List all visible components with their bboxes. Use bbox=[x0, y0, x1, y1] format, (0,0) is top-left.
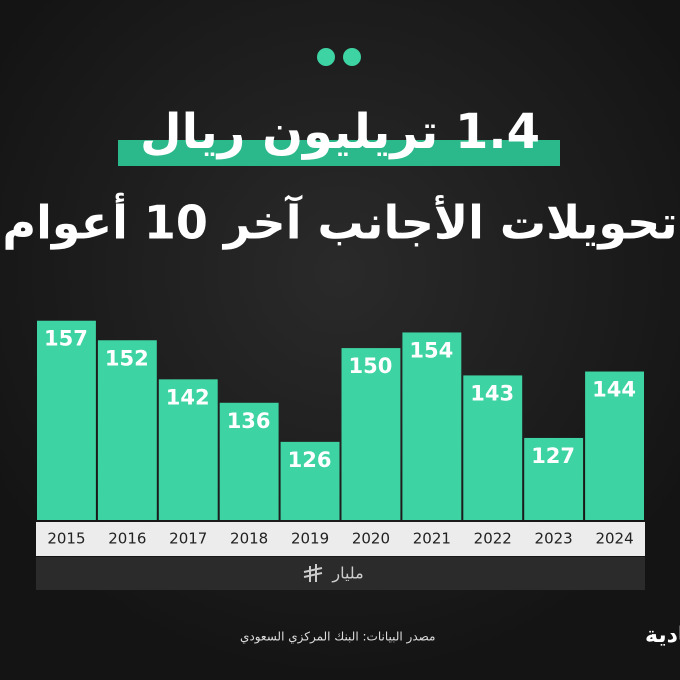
x-tick-label: 2023 bbox=[535, 530, 573, 548]
bar bbox=[585, 371, 644, 520]
x-tick-label: 2019 bbox=[291, 530, 329, 548]
value-label: 127 bbox=[531, 444, 575, 468]
value-label: 142 bbox=[166, 385, 210, 409]
x-tick-label: 2022 bbox=[474, 530, 512, 548]
value-label: 143 bbox=[470, 381, 514, 405]
bar bbox=[37, 320, 96, 520]
title-highlight bbox=[118, 140, 560, 166]
dot bbox=[343, 48, 361, 66]
bar bbox=[97, 340, 157, 520]
x-tick-label: 2018 bbox=[230, 530, 268, 548]
riyal-symbol bbox=[303, 564, 323, 582]
bar bbox=[158, 379, 218, 520]
x-tick-label: 2017 bbox=[169, 530, 207, 548]
x-tick-label: 2024 bbox=[595, 530, 633, 548]
value-label: 126 bbox=[288, 448, 332, 472]
value-label: 157 bbox=[44, 327, 88, 351]
x-tick-label: 2016 bbox=[108, 530, 146, 548]
value-label: 136 bbox=[227, 409, 271, 433]
unit-label: مليار bbox=[331, 564, 363, 584]
chart-title: 1.4 تريليون ريال bbox=[140, 104, 540, 160]
chart-subtitle: تحويلات الأجانب آخر 10 أعوام bbox=[2, 193, 677, 250]
x-tick-label: 2020 bbox=[352, 530, 390, 548]
value-label: 150 bbox=[349, 354, 393, 378]
source: مصدر البيانات: البنك المركزي السعودي bbox=[240, 630, 435, 645]
bar bbox=[402, 332, 462, 520]
bar bbox=[463, 375, 523, 520]
value-label: 154 bbox=[409, 338, 453, 362]
bar bbox=[219, 402, 279, 520]
bar bbox=[524, 437, 584, 520]
bar bbox=[280, 441, 340, 520]
x-tick-label: 2015 bbox=[47, 530, 85, 548]
value-label: 152 bbox=[105, 346, 149, 370]
axis-strip bbox=[36, 522, 645, 556]
x-tick-label: 2021 bbox=[413, 530, 451, 548]
unit-strip bbox=[36, 557, 645, 590]
bar bbox=[341, 348, 401, 520]
value-label: 144 bbox=[592, 378, 636, 402]
publisher-logo: الاقتصادية bbox=[645, 623, 680, 648]
dot bbox=[317, 48, 335, 66]
